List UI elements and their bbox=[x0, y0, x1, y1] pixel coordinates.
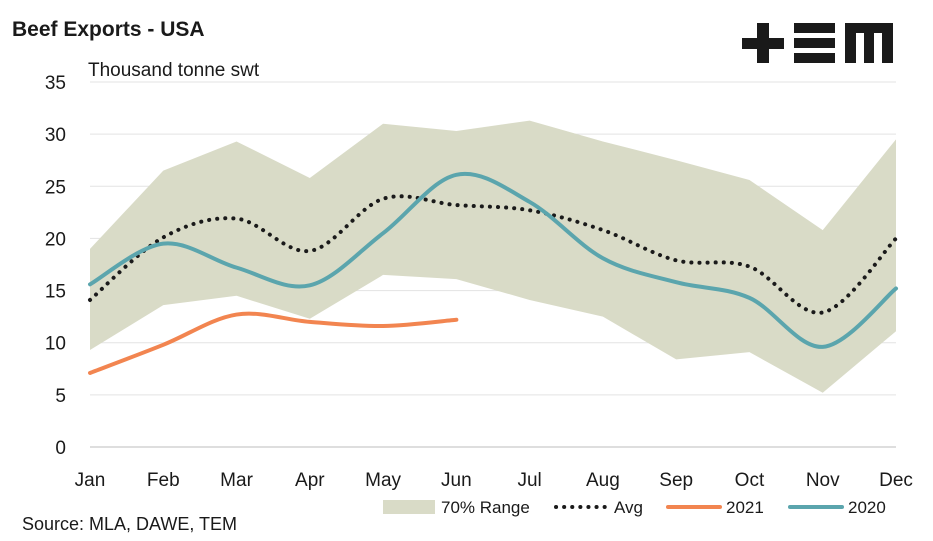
y-tick-label: 20 bbox=[45, 229, 66, 250]
series-line-2021 bbox=[88, 311, 459, 375]
series-line-2020 bbox=[88, 171, 898, 349]
y-tick-label: 0 bbox=[55, 438, 66, 459]
y-tick-label: 15 bbox=[45, 282, 66, 303]
y-tick-label: 30 bbox=[45, 125, 66, 146]
tem-logo bbox=[742, 23, 893, 63]
x-tick-label: Apr bbox=[295, 470, 325, 491]
y-tick-label: 5 bbox=[55, 386, 66, 407]
x-tick-label: Mar bbox=[220, 470, 253, 491]
y-tick-label: 35 bbox=[45, 73, 66, 94]
x-tick-label: Nov bbox=[806, 470, 840, 491]
x-tick-label: Dec bbox=[879, 470, 913, 491]
legend-label: 70% Range bbox=[441, 498, 530, 517]
chart-title: Beef Exports - USA bbox=[12, 18, 205, 41]
x-tick-label: Jan bbox=[75, 470, 106, 491]
range-band-70pct bbox=[90, 120, 896, 393]
legend-label: Avg bbox=[614, 498, 643, 517]
y-tick-label: 10 bbox=[45, 334, 66, 355]
x-tick-label: May bbox=[365, 470, 401, 491]
x-tick-label: Jun bbox=[441, 470, 472, 491]
legend-label: 2021 bbox=[726, 498, 764, 517]
x-tick-label: Sep bbox=[659, 470, 693, 491]
x-tick-label: Jul bbox=[517, 470, 541, 491]
source-note: Source: MLA, DAWE, TEM bbox=[22, 514, 237, 534]
y-tick-label: 25 bbox=[45, 177, 66, 198]
x-tick-label: Oct bbox=[735, 470, 765, 491]
x-tick-label: Aug bbox=[586, 470, 620, 491]
legend-swatch-range bbox=[383, 500, 435, 514]
x-tick-label: Feb bbox=[147, 470, 180, 491]
y-axis-label: Thousand tonne swt bbox=[88, 60, 260, 81]
legend-label: 2020 bbox=[848, 498, 886, 517]
